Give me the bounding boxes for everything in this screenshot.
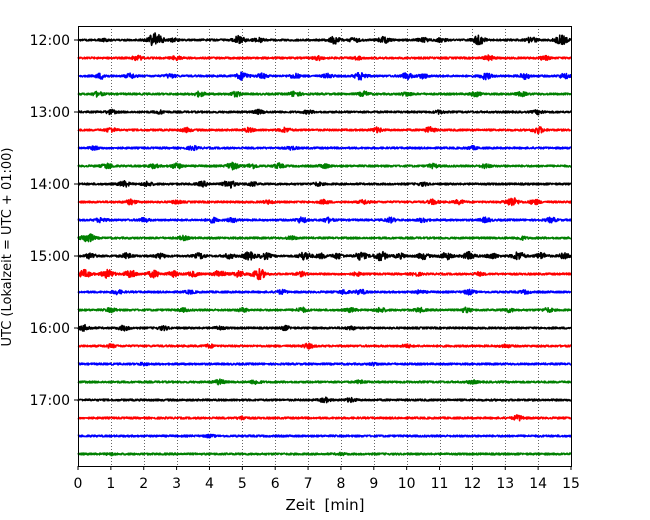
x-tick-label-13: 13	[496, 476, 514, 492]
x-tick-label-4: 4	[205, 476, 214, 492]
y-tick-label-2: 14:00	[30, 177, 70, 193]
trace-1230-line	[77, 71, 572, 81]
x-tick-label-3: 3	[172, 476, 181, 492]
trace-1645-line	[77, 378, 572, 386]
x-tick-label-7: 7	[304, 476, 313, 492]
x-tick-label-5: 5	[238, 476, 247, 492]
seismic-traces	[77, 32, 572, 457]
x-tick-label-10: 10	[398, 476, 416, 492]
x-tick-label-1: 1	[106, 476, 115, 492]
x-tick-label-6: 6	[271, 476, 280, 492]
trace-1745-line	[77, 451, 572, 457]
trace-1500-line	[77, 250, 572, 262]
x-tick-label-0: 0	[74, 476, 83, 492]
trace-1545-line	[77, 306, 572, 314]
trace-1300-line	[77, 108, 572, 116]
trace-1345-line	[77, 161, 572, 171]
trace-1445-line	[77, 233, 572, 243]
x-axis-ticks: 0 1 2 3 4 5 6 7 8 9 10 11 12 13 14 15	[74, 466, 580, 492]
trace-1530-line	[77, 288, 572, 296]
x-tick-label-9: 9	[369, 476, 378, 492]
y-axis-ticks: 12:00 13:00 14:00 15:00 16:00 17:00	[30, 33, 78, 409]
y-axis-title: UTC (Lokalzeit = UTC + 01:00)	[0, 148, 15, 347]
trace-1630-line	[77, 361, 572, 367]
trace-1330-line	[77, 144, 572, 152]
trace-1400-line	[77, 179, 572, 189]
trace-1245-line	[77, 90, 572, 98]
trace-1715-line	[77, 414, 572, 422]
x-axis-title: Zeit [min]	[285, 496, 364, 514]
trace-1515-line	[77, 267, 572, 281]
y-tick-label-0: 12:00	[30, 33, 70, 49]
trace-1615-line	[77, 342, 572, 350]
trace-1215-line	[77, 54, 572, 62]
trace-1200-line	[77, 32, 572, 47]
x-tick-label-12: 12	[463, 476, 481, 492]
trace-1600-line	[77, 323, 572, 332]
y-tick-label-5: 17:00	[30, 393, 70, 409]
grid-lines	[111, 26, 539, 466]
plot-frame	[78, 26, 572, 467]
trace-1730-line	[77, 433, 572, 439]
trace-1430-line	[77, 216, 572, 224]
trace-1415-line	[77, 197, 572, 207]
y-tick-label-3: 15:00	[30, 249, 70, 265]
x-tick-label-11: 11	[431, 476, 449, 492]
x-tick-label-15: 15	[562, 476, 580, 492]
y-tick-label-1: 13:00	[30, 105, 70, 121]
y-tick-label-4: 16:00	[30, 321, 70, 337]
trace-1315-line	[77, 125, 572, 135]
trace-1700-line	[77, 396, 572, 404]
x-tick-label-2: 2	[139, 476, 148, 492]
x-tick-label-8: 8	[336, 476, 345, 492]
x-tick-label-14: 14	[529, 476, 547, 492]
